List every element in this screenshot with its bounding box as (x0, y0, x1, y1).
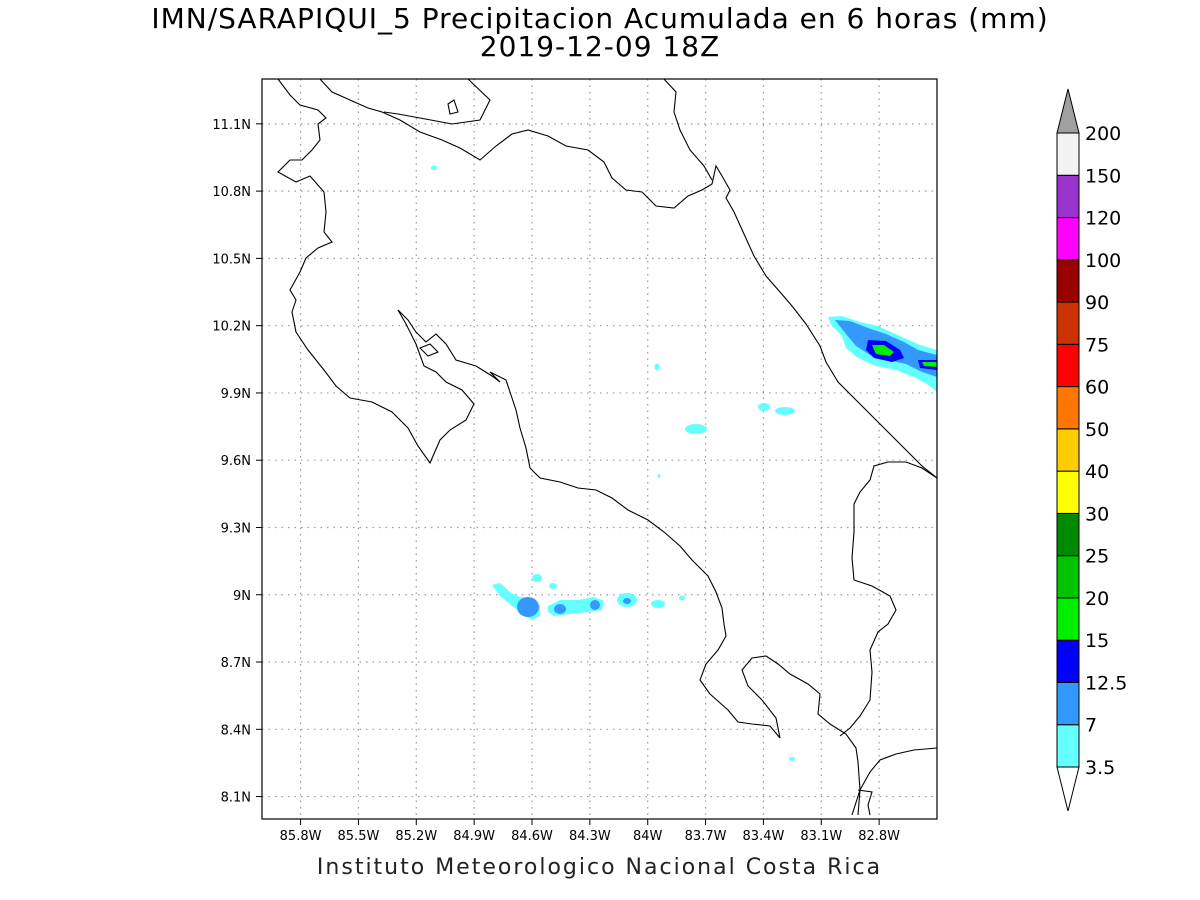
coastlines (277, 79, 937, 816)
lon-tick-label: 83.7W (685, 829, 727, 844)
precip-cell (685, 424, 707, 434)
precip-area-caribbean-15b (922, 362, 937, 367)
precip-cell (654, 363, 660, 371)
colorbar-level-label: 200 (1085, 123, 1121, 145)
northern-coast (383, 79, 491, 125)
latitude-tick-labels: 8.1N 8.4N 8.7N 9N 9.3N 9.6N 9.9N 10.2N 10.5N 10.8… (212, 118, 262, 806)
colorbar-swatch (1056, 174, 1080, 219)
lon-tick-label: 85.5W (338, 829, 380, 844)
precip-cell (549, 583, 557, 589)
precip-cell (431, 165, 437, 171)
colorbar-level-label: 50 (1085, 419, 1109, 441)
lat-tick-label: 11.1N (212, 118, 251, 133)
colorbar-swatch (1056, 639, 1080, 683)
colorbar-swatch (1056, 386, 1080, 430)
precip-cell (758, 403, 770, 411)
colorbar-swatch (1056, 217, 1080, 261)
map-title: IMN/SARAPIQUI_5 Precipitacion Acumulada … (151, 2, 1049, 35)
colorbar-level-label: 3.5 (1085, 757, 1115, 779)
map-frame (261, 78, 938, 820)
lon-tick-label: 84.9W (453, 829, 495, 844)
lat-tick-label: 10.8N (212, 185, 251, 200)
pacific-coast-gulf (397, 309, 861, 816)
lon-tick-label: 84.3W (569, 829, 611, 844)
precipitation-fields (431, 165, 937, 761)
color-bar-legend: 3.5 7 12.5 15 20 25 30 40 50 60 75 90 100 120 150 200 (1056, 88, 1127, 812)
lon-tick-label: 84.6W (511, 829, 553, 844)
precip-cell (554, 604, 566, 614)
longitude-tick-labels: 85.8W 85.5W 85.2W 84.9W 84.6W 84.3W 84W 83.7W 83… (280, 819, 900, 844)
precip-cell (775, 407, 795, 415)
lon-tick-label: 85.8W (280, 829, 322, 844)
colorbar-level-label: 20 (1085, 588, 1109, 610)
lat-tick-label: 9.3N (221, 521, 251, 536)
colorbar-level-label: 12.5 (1085, 672, 1127, 694)
colorbar-level-label: 60 (1085, 377, 1109, 399)
colorbar-swatch (1056, 132, 1080, 176)
lat-tick-label: 8.7N (221, 656, 251, 671)
lat-tick-label: 8.4N (221, 723, 251, 738)
lon-tick-label: 83.4W (743, 829, 785, 844)
precip-cell (679, 595, 685, 601)
lat-tick-label: 10.2N (212, 320, 251, 335)
colorbar-swatch (1056, 428, 1080, 472)
precip-cell (657, 474, 661, 478)
colorbar-swatch (1056, 681, 1080, 726)
colorbar-level-label: 75 (1085, 334, 1109, 356)
lat-tick-label: 9N (233, 589, 251, 604)
colorbar-swatch (1056, 555, 1080, 599)
colorbar-level-label: 25 (1085, 546, 1109, 568)
lon-tick-label: 82.8W (858, 829, 900, 844)
colorbar-swatch (1056, 301, 1080, 345)
precip-cell (789, 757, 795, 761)
lat-tick-label: 9.9N (221, 387, 251, 402)
map-credit: Instituto Meteorologico Nacional Costa R… (316, 855, 883, 880)
colorbar-min-arrow (1056, 766, 1080, 812)
map-subtitle: 2019-12-09 18Z (479, 30, 721, 63)
lon-tick-label: 83.1W (800, 829, 842, 844)
colorbar-level-label: 7 (1085, 715, 1097, 737)
island-nw (447, 99, 459, 115)
precip-cell (651, 600, 665, 608)
lat-tick-label: 10.5N (212, 252, 251, 267)
lake-caribbean (663, 79, 713, 181)
lat-tick-label: 8.1N (221, 791, 251, 806)
colorbar-level-label: 150 (1085, 165, 1121, 187)
colorbar-swatch (1056, 724, 1080, 768)
colorbar-level-label: 15 (1085, 630, 1109, 652)
colorbar-swatch (1056, 343, 1080, 388)
precip-cell (532, 574, 542, 582)
colorbar-level-label: 30 (1085, 503, 1109, 525)
nicaragua-border (277, 79, 475, 465)
colorbar-max-arrow (1056, 88, 1080, 134)
precip-cell (623, 598, 631, 604)
precip-area-caribbean-15 (872, 345, 894, 356)
colorbar-level-label: 100 (1085, 250, 1121, 272)
panama-border (839, 461, 937, 737)
lon-tick-label: 85.2W (395, 829, 437, 844)
colorbar-level-label: 90 (1085, 292, 1109, 314)
colorbar-swatch (1056, 512, 1080, 557)
colorbar-level-label: 40 (1085, 461, 1109, 483)
colorbar-level-label: 120 (1085, 208, 1121, 230)
lat-tick-label: 9.6N (221, 454, 251, 469)
lon-tick-label: 84W (633, 829, 663, 844)
colorbar-swatch (1056, 259, 1080, 303)
island-gulf (419, 343, 439, 357)
colorbar-swatch (1056, 597, 1080, 641)
caribbean-coast (319, 79, 937, 479)
precip-cell (590, 600, 600, 610)
map-grid (262, 79, 937, 819)
colorbar-swatch (1056, 470, 1080, 514)
precip-cell (517, 597, 539, 617)
panama-south-coast (851, 747, 937, 816)
